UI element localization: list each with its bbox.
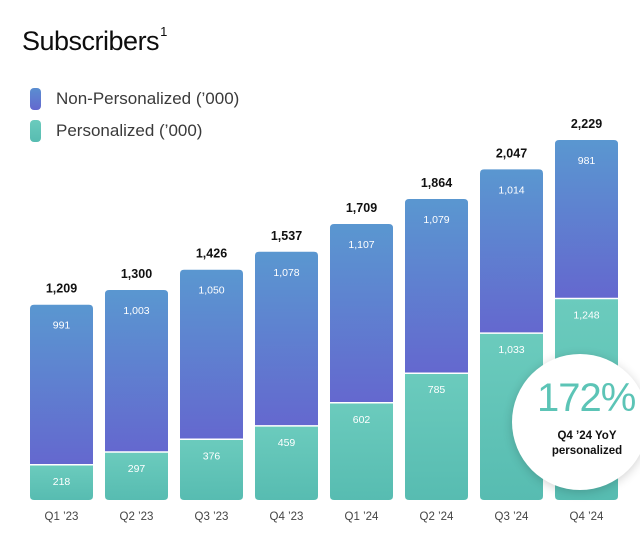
bar-personalized bbox=[255, 426, 318, 500]
bar-total-label: 1,209 bbox=[46, 282, 77, 296]
bar-non-personalized bbox=[105, 290, 168, 452]
legend-item-personalized: Personalized (’000) bbox=[30, 120, 202, 142]
x-tick-label: Q2 ’23 bbox=[120, 511, 154, 523]
bar-value-personalized: 1,248 bbox=[573, 309, 599, 321]
bar-total-label: 1,426 bbox=[196, 247, 227, 261]
yoy-caption-line1: Q4 ’24 YoY bbox=[557, 430, 617, 442]
legend-label-personalized: Personalized (’000) bbox=[56, 121, 203, 140]
bar-personalized bbox=[105, 452, 168, 500]
chart-title: Subscribers1 bbox=[22, 24, 167, 56]
bar-value-non-personalized: 1,078 bbox=[273, 267, 299, 279]
legend-item-non-personalized: Non-Personalized (’000) bbox=[30, 88, 239, 110]
legend-swatch-personalized bbox=[30, 120, 41, 142]
bar-non-personalized bbox=[330, 223, 393, 403]
bar-value-non-personalized: 1,079 bbox=[423, 214, 449, 226]
bar-personalized bbox=[405, 373, 468, 500]
bar-non-personalized bbox=[555, 140, 618, 298]
title-footnote: 1 bbox=[160, 24, 167, 39]
yoy-growth-caption: Q4 ’24 YoY personalized bbox=[542, 429, 632, 459]
x-tick-label: Q2 ’24 bbox=[420, 511, 454, 523]
bar-non-personalized bbox=[480, 169, 543, 333]
bar-value-non-personalized: 1,050 bbox=[198, 285, 224, 297]
yoy-growth-badge: 172% Q4 ’24 YoY personalized bbox=[512, 354, 640, 490]
bar-value-personalized: 459 bbox=[278, 437, 296, 449]
legend-label-non-personalized: Non-Personalized (’000) bbox=[56, 89, 240, 108]
bar-total-label: 2,229 bbox=[571, 117, 602, 131]
bar-value-non-personalized: 1,014 bbox=[498, 184, 524, 196]
x-tick-label: Q3 ’24 bbox=[495, 511, 529, 523]
bar-total-label: 1,537 bbox=[271, 229, 302, 243]
bar-non-personalized bbox=[255, 251, 318, 426]
x-tick-label: Q4 ’23 bbox=[270, 511, 304, 523]
bar-value-personalized: 218 bbox=[53, 476, 71, 488]
bar-non-personalized bbox=[30, 304, 93, 465]
yoy-caption-line2: personalized bbox=[551, 445, 623, 457]
bar-personalized bbox=[180, 440, 243, 500]
bar-personalized bbox=[30, 465, 93, 500]
bar-value-non-personalized: 1,003 bbox=[123, 305, 149, 317]
bar-value-non-personalized: 991 bbox=[53, 320, 71, 332]
x-tick-label: Q1 ’23 bbox=[45, 511, 79, 523]
legend-swatch-non-personalized bbox=[30, 88, 41, 110]
bar-personalized bbox=[330, 403, 393, 500]
bar-non-personalized bbox=[180, 269, 243, 439]
x-tick-label: Q4 ’24 bbox=[570, 511, 604, 523]
bar-total-label: 1,864 bbox=[421, 176, 452, 190]
bar-value-personalized: 297 bbox=[128, 463, 146, 475]
bar-value-non-personalized: 1,107 bbox=[348, 239, 374, 251]
bar-value-personalized: 602 bbox=[353, 414, 371, 426]
bar-total-label: 2,047 bbox=[496, 146, 527, 160]
bar-non-personalized bbox=[405, 198, 468, 373]
bar-value-personalized: 376 bbox=[203, 450, 221, 462]
bar-value-personalized: 1,033 bbox=[498, 344, 524, 356]
x-tick-label: Q3 ’23 bbox=[195, 511, 229, 523]
bar-total-label: 1,300 bbox=[121, 267, 152, 281]
bar-value-non-personalized: 981 bbox=[578, 155, 596, 167]
yoy-growth-value: 172% bbox=[537, 376, 636, 420]
x-tick-label: Q1 ’24 bbox=[345, 511, 379, 523]
bar-value-personalized: 785 bbox=[428, 384, 446, 396]
bar-total-label: 1,709 bbox=[346, 201, 377, 215]
